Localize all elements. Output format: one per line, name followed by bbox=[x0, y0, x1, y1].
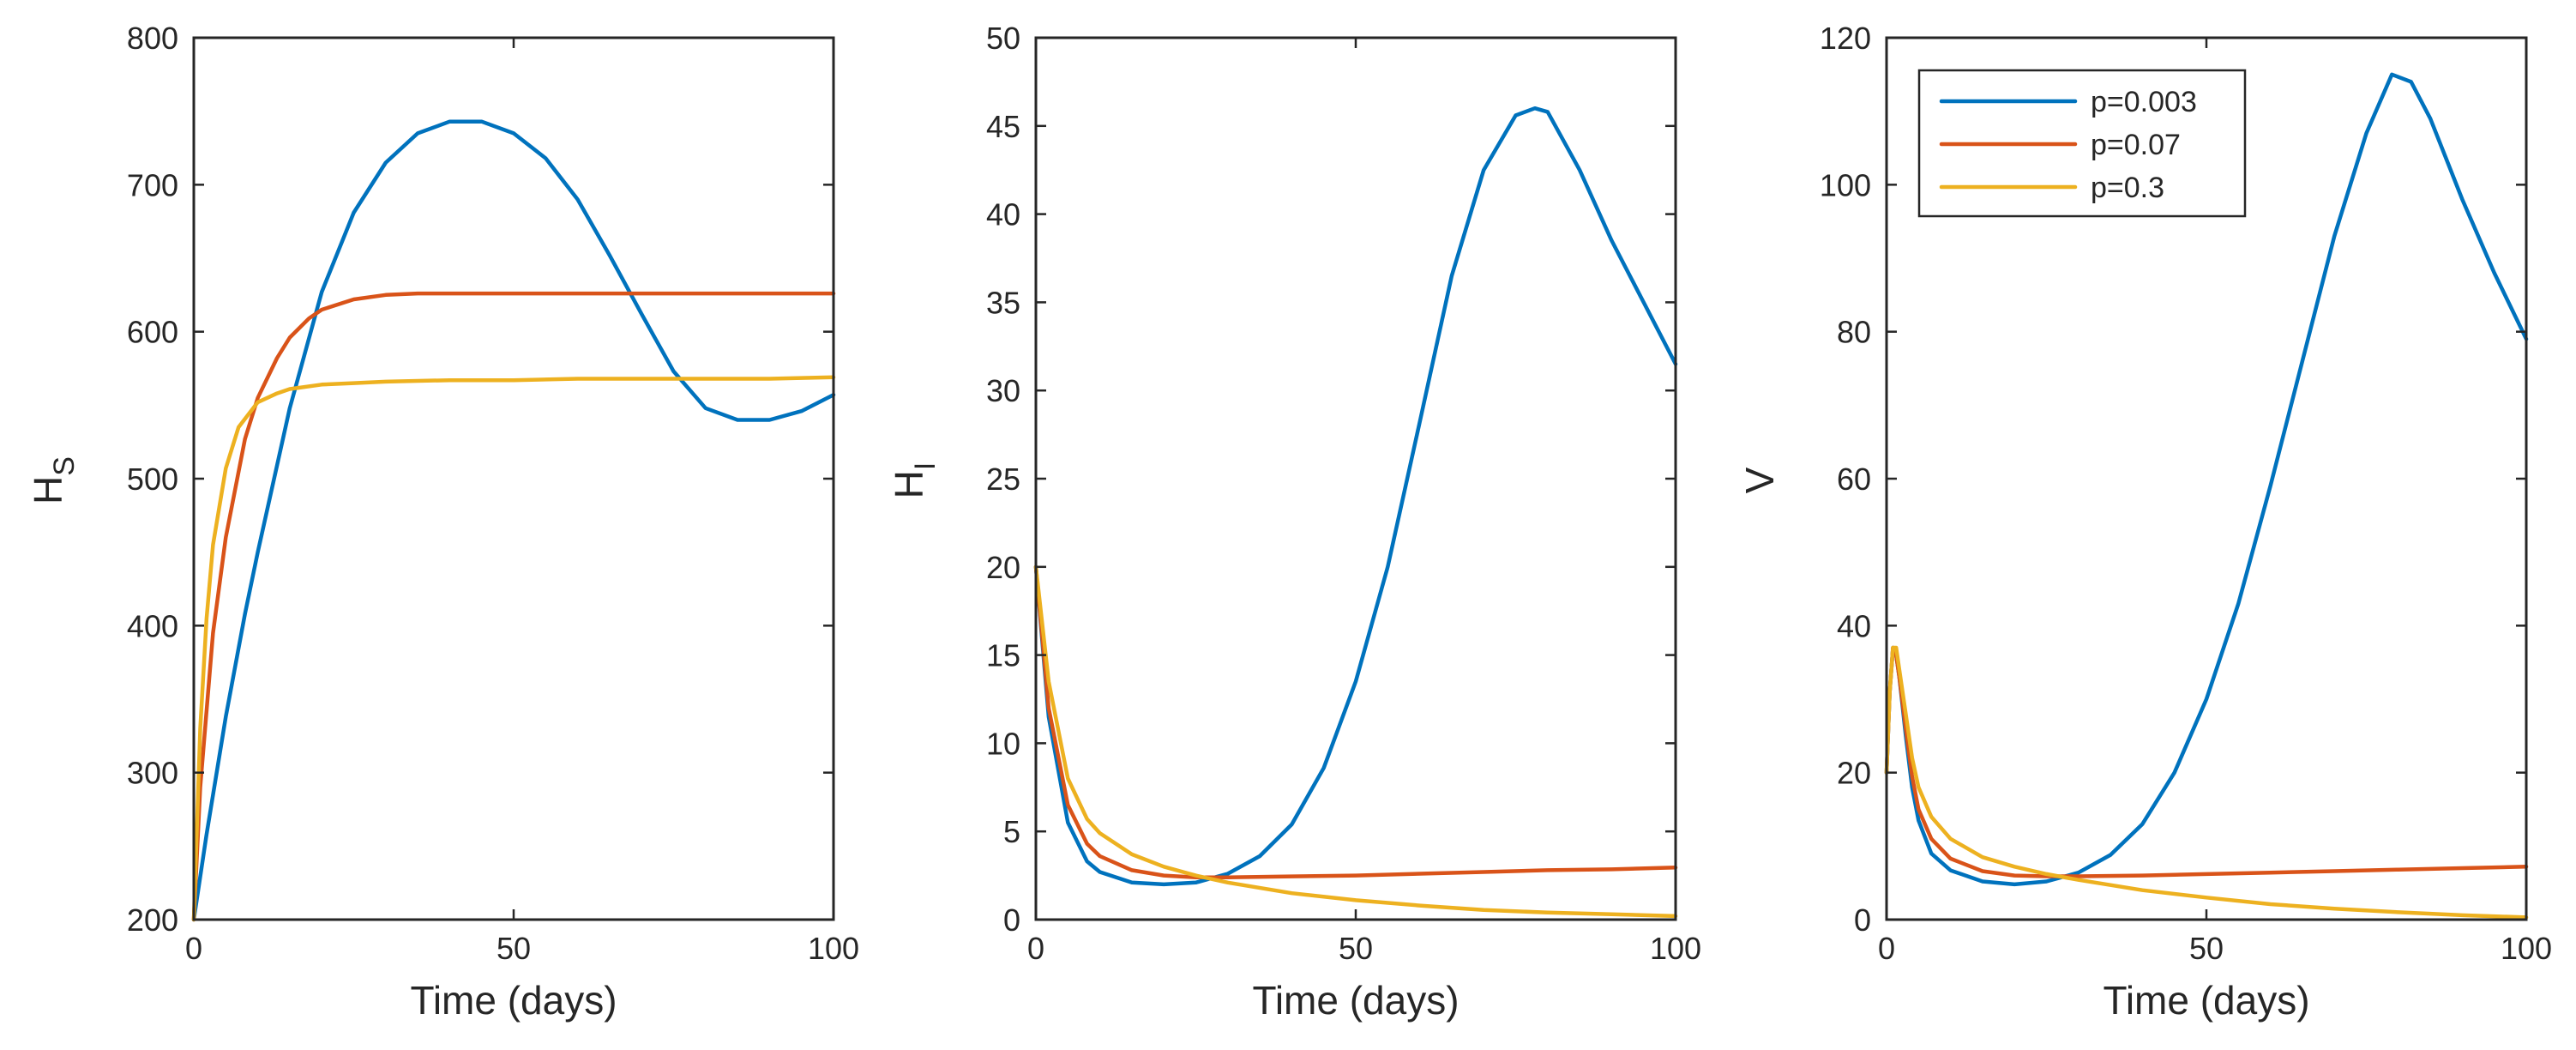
hi-ytick-label: 20 bbox=[986, 550, 1020, 585]
hi-xtick-label: 100 bbox=[1650, 931, 1701, 966]
hi-ytick-label: 50 bbox=[986, 21, 1020, 56]
legend-label-p0003: p=0.003 bbox=[2091, 86, 2197, 118]
hi-ylabel-main: H bbox=[887, 470, 931, 498]
hi-ytick-label: 45 bbox=[986, 109, 1020, 144]
hs-ticks: 0 50 100 200 300 400 500 600 700 800 bbox=[127, 21, 859, 966]
hi-ytick-label: 15 bbox=[986, 638, 1020, 673]
hi-ytick-label: 5 bbox=[1003, 814, 1020, 849]
hs-ylabel-main: H bbox=[26, 476, 70, 504]
hi-ytick-label: 35 bbox=[986, 285, 1020, 320]
v-xtick-label: 0 bbox=[1878, 931, 1895, 966]
v-ytick-label: 0 bbox=[1854, 902, 1871, 938]
v-ytick-label: 100 bbox=[1820, 167, 1871, 202]
hs-ylabel-subscript: S bbox=[48, 456, 81, 476]
hs-series-group bbox=[191, 119, 836, 922]
hi-xtick-label: 50 bbox=[1339, 931, 1373, 966]
v-series-line-2 bbox=[1884, 645, 2529, 920]
hi-xtick-label: 0 bbox=[1027, 931, 1044, 966]
hs-ytick-label: 300 bbox=[127, 756, 178, 791]
hs-ytick-label: 200 bbox=[127, 902, 178, 938]
hs-ylabel: HS bbox=[26, 456, 81, 504]
hs-xtick-label: 100 bbox=[808, 931, 859, 966]
v-ytick-label: 80 bbox=[1837, 315, 1871, 350]
hi-ytick-label: 40 bbox=[986, 197, 1020, 232]
hi-series-line-1 bbox=[1033, 564, 1678, 879]
panel-v: 0 50 100 0 20 40 60 80 100 120 Time (days) V p=0.… bbox=[1737, 21, 2552, 1023]
hi-ytick-label: 0 bbox=[1003, 902, 1020, 938]
hs-ytick-label: 800 bbox=[127, 21, 178, 56]
panel-hi: 0 50 100 0 5 10 15 20 25 30 35 40 45 50 Time (days) H… bbox=[887, 21, 1701, 1023]
hi-ytick-label: 10 bbox=[986, 726, 1020, 761]
hi-series-line-0 bbox=[1033, 106, 1678, 887]
hs-series-line-1 bbox=[191, 291, 836, 922]
hi-xlabel: Time (days) bbox=[1252, 978, 1459, 1023]
v-xtick-label: 100 bbox=[2501, 931, 2552, 966]
hs-ytick-label: 400 bbox=[127, 608, 178, 643]
hi-series-line-2 bbox=[1033, 564, 1678, 919]
v-ytick-label: 120 bbox=[1820, 21, 1871, 56]
hi-ytick-label: 25 bbox=[986, 462, 1020, 497]
hi-ticks: 0 50 100 0 5 10 15 20 25 30 35 40 45 50 bbox=[986, 21, 1701, 966]
v-ytick-label: 60 bbox=[1837, 462, 1871, 497]
v-ticks: 0 50 100 0 20 40 60 80 100 120 bbox=[1820, 21, 2552, 966]
hs-axes-frame bbox=[192, 36, 835, 921]
hs-ytick-label: 500 bbox=[127, 462, 178, 497]
v-ylabel: V bbox=[1737, 467, 1782, 493]
hs-xtick-label: 50 bbox=[497, 931, 531, 966]
v-ytick-label: 40 bbox=[1837, 608, 1871, 643]
v-xlabel: Time (days) bbox=[2103, 978, 2309, 1023]
hi-ylabel: HI bbox=[887, 462, 942, 499]
legend-label-p007: p=0.07 bbox=[2091, 129, 2181, 161]
hs-series-line-0 bbox=[191, 119, 836, 922]
hs-xtick-label: 0 bbox=[185, 931, 202, 966]
v-xtick-label: 50 bbox=[2189, 931, 2224, 966]
legend: p=0.003 p=0.07 p=0.3 bbox=[1917, 69, 2247, 218]
hi-series-group bbox=[1033, 106, 1678, 919]
hs-ytick-label: 600 bbox=[127, 315, 178, 350]
legend-label-p03: p=0.3 bbox=[2091, 172, 2164, 204]
v-ytick-label: 20 bbox=[1837, 756, 1871, 791]
hi-ytick-label: 30 bbox=[986, 373, 1020, 408]
hi-ylabel-subscript: I bbox=[909, 462, 942, 470]
v-series-line-1 bbox=[1884, 645, 2529, 878]
v-series-group bbox=[1884, 72, 2529, 920]
hs-xlabel: Time (days) bbox=[410, 978, 617, 1023]
hs-series-line-2 bbox=[191, 375, 836, 922]
hs-ytick-label: 700 bbox=[127, 167, 178, 202]
